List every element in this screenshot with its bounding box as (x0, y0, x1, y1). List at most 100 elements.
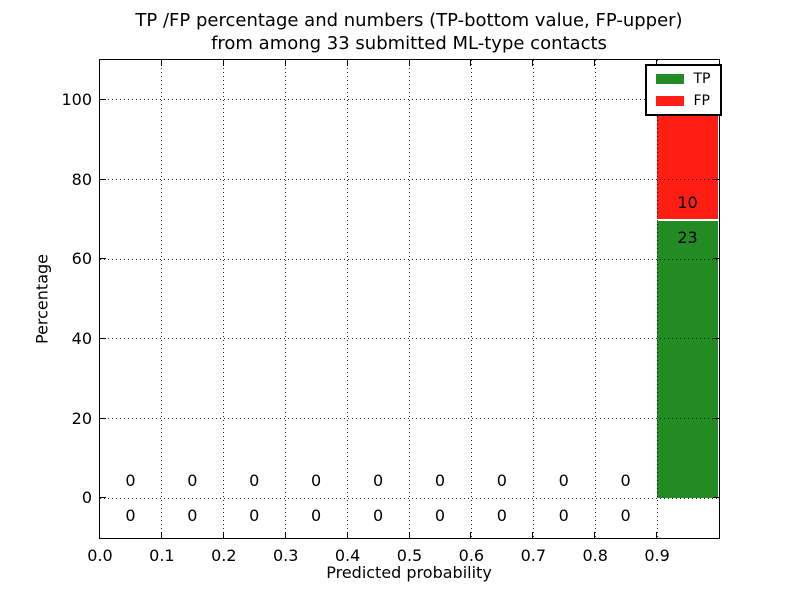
y-tick-left (99, 98, 106, 100)
y-tick-left (99, 417, 106, 419)
legend-label-tp: TP (693, 70, 711, 87)
gridline-horizontal (99, 497, 719, 499)
gridline-vertical (594, 59, 596, 538)
tp-count-label: 0 (125, 505, 136, 525)
gridline-vertical (409, 59, 410, 538)
gridline-horizontal (99, 179, 719, 180)
tp-count-label: 0 (434, 505, 446, 525)
y-tick-left (99, 258, 106, 260)
y-tick-right (712, 417, 719, 419)
tp-count-label: 0 (620, 505, 631, 525)
gridline-horizontal (99, 418, 719, 419)
x-tick-label: 0.6 (458, 546, 485, 565)
x-tick-label: 0.1 (149, 546, 175, 565)
x-tick-label: 0.0 (87, 546, 113, 565)
fp-count-label: 10 (677, 193, 698, 213)
bar-segment-divider (656, 219, 719, 222)
x-tick-top (408, 59, 410, 66)
x-tick-bottom (408, 531, 410, 538)
x-tick-label: 0.7 (520, 546, 547, 565)
x-tick-bottom (656, 531, 658, 538)
y-tick-label: 60 (71, 249, 92, 269)
gridline-horizontal (99, 338, 719, 340)
x-axis-label: Predicted probability (326, 563, 492, 582)
legend-swatch-fp (655, 95, 684, 106)
bar-tp-segment (656, 220, 719, 498)
chart-title-line2: from among 33 submitted ML-type contacts (211, 33, 607, 54)
x-tick-top (470, 59, 472, 66)
y-tick-label: 40 (71, 328, 92, 348)
y-tick-left (99, 497, 106, 499)
legend-entry: FP (655, 92, 711, 109)
fp-count-label: 0 (558, 470, 569, 490)
y-tick-right (712, 337, 719, 339)
chart-title: TP /FP percentage and numbers (TP-bottom… (98, 9, 720, 55)
x-tick-bottom (470, 531, 472, 538)
gridline-vertical (532, 59, 534, 538)
chart-title-line1: TP /FP percentage and numbers (TP-bottom… (135, 10, 683, 31)
fp-count-label: 0 (620, 470, 631, 490)
gridline-vertical (470, 59, 472, 538)
y-tick-left (99, 337, 106, 339)
x-tick-bottom (594, 531, 596, 538)
y-tick-label: 80 (71, 169, 92, 189)
x-tick-bottom (284, 531, 286, 538)
x-tick-bottom (346, 531, 348, 538)
annotations-layer: 0 0 0 0 0 0 0 0 0 0 0 0 0 0 0 0 0 0 10 23 (100, 60, 719, 538)
x-tick-top (346, 59, 348, 66)
tp-count-label: 0 (496, 505, 507, 525)
gridline-vertical (161, 59, 163, 538)
x-tick-top (160, 59, 162, 66)
tp-count-label: 0 (372, 505, 384, 525)
x-tick-label: 0.8 (582, 546, 608, 565)
gridline-vertical (656, 59, 658, 538)
x-tick-top (656, 59, 658, 66)
gridline-vertical (347, 59, 349, 538)
x-tick-top (594, 59, 596, 66)
fp-count-label: 0 (187, 470, 198, 490)
x-tick-label: 0.2 (211, 546, 237, 565)
tp-count-label: 0 (187, 505, 198, 525)
tp-count-label: 23 (677, 228, 698, 248)
y-tick-right (712, 178, 719, 180)
y-tick-label: 0 (81, 488, 92, 508)
y-tick-right (712, 258, 719, 260)
y-tick-left (99, 178, 106, 180)
tp-count-label: 0 (558, 505, 569, 525)
y-tick-label: 100 (61, 89, 92, 109)
x-tick-top (532, 59, 534, 66)
fp-count-label: 0 (125, 470, 136, 490)
x-tick-label: 0.9 (644, 546, 670, 565)
x-tick-label: 0.5 (396, 546, 423, 565)
gridline-vertical (285, 59, 287, 538)
x-tick-bottom (160, 531, 162, 538)
gridline-horizontal (99, 258, 719, 260)
x-tick-label: 0.3 (272, 546, 299, 565)
tp-count-label: 0 (311, 505, 322, 525)
legend-label-fp: FP (693, 92, 711, 109)
fp-count-label: 0 (311, 470, 322, 490)
x-tick-label: 0.4 (334, 546, 361, 565)
fp-count-label: 0 (249, 470, 260, 490)
gridline-horizontal (99, 99, 719, 101)
plot-area: 0 0 0 0 0 0 0 0 0 0 0 0 0 0 0 0 0 0 10 23 TP FP (98, 58, 722, 539)
fp-count-label: 0 (372, 470, 384, 490)
y-tick-label: 20 (71, 408, 92, 428)
legend-entry: TP (655, 70, 711, 87)
bar-fp-segment (656, 99, 719, 221)
gridline-vertical (223, 59, 225, 538)
legend: TP FP (644, 63, 722, 116)
x-tick-bottom (222, 531, 224, 538)
x-tick-top (284, 59, 286, 66)
x-tick-bottom (99, 531, 100, 538)
x-tick-top (222, 59, 224, 66)
fp-count-label: 0 (496, 470, 507, 490)
tp-count-label: 0 (249, 505, 260, 525)
x-tick-bottom (532, 531, 534, 538)
fp-count-label: 0 (434, 470, 446, 490)
bars-layer (100, 60, 719, 538)
x-tick-top (99, 59, 100, 66)
gridlines-layer (99, 59, 719, 538)
y-tick-right (712, 497, 719, 499)
